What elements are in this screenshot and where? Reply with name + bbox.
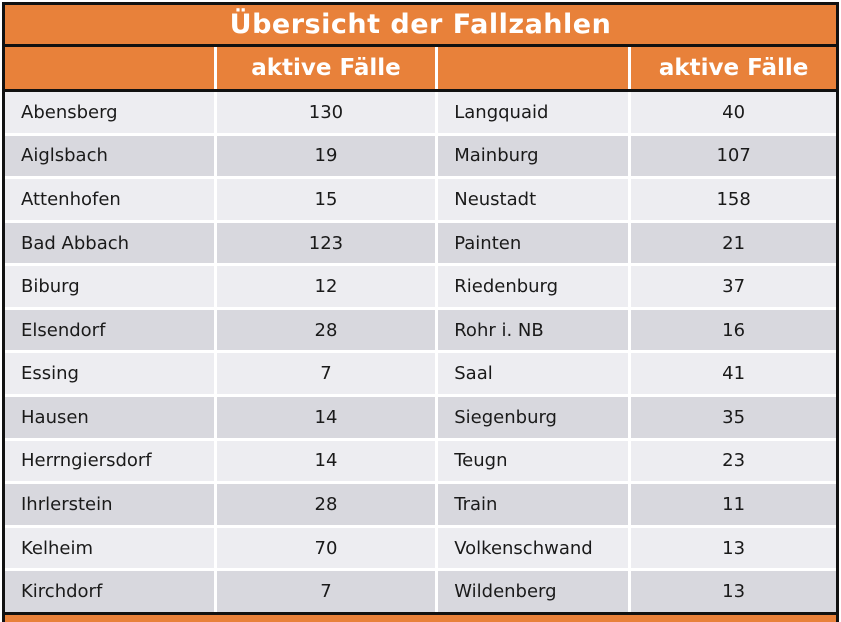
active-cases-cell: 35 xyxy=(631,397,836,438)
municipality-name-cell: Abensberg xyxy=(5,92,214,133)
active-cases-cell: 41 xyxy=(631,353,836,395)
header-municipality-right xyxy=(438,47,629,89)
active-cases-cell: 14 xyxy=(216,397,436,438)
header-active-cases-left: aktive Fälle xyxy=(216,47,436,89)
active-cases-cell: 15 xyxy=(216,179,436,220)
active-cases-cell: 28 xyxy=(216,309,436,351)
active-cases-cell: 19 xyxy=(216,135,436,177)
table-row: Bad Abbach 123 Painten 21 xyxy=(5,222,836,264)
active-cases-cell: 158 xyxy=(631,179,836,220)
header-active-cases-right: aktive Fälle xyxy=(631,47,836,89)
table-header-row: aktive Fälle aktive Fälle xyxy=(5,47,836,92)
active-cases-cell: 7 xyxy=(216,571,436,612)
municipality-name-cell: Teugn xyxy=(438,440,629,482)
active-cases-cell: 70 xyxy=(216,527,436,569)
municipality-name-cell: Volkenschwand xyxy=(438,527,629,569)
active-cases-cell: 21 xyxy=(631,222,836,264)
active-cases-cell: 28 xyxy=(216,484,436,525)
table-row: Hausen 14 Siegenburg 35 xyxy=(5,397,836,438)
municipality-name-cell: Biburg xyxy=(5,266,214,307)
active-cases-cell: 11 xyxy=(631,484,836,525)
active-cases-cell: 40 xyxy=(631,92,836,133)
municipality-name-cell: Herrngiersdorf xyxy=(5,440,214,482)
table-row: Essing 7 Saal 41 xyxy=(5,353,836,395)
active-cases-cell: 37 xyxy=(631,266,836,307)
municipality-name-cell: Riedenburg xyxy=(438,266,629,307)
bottom-orange-strip xyxy=(5,612,836,622)
header-municipality-left xyxy=(5,47,214,89)
table-row: Abensberg 130 Langquaid 40 xyxy=(5,92,836,133)
table-row: Elsendorf 28 Rohr i. NB 16 xyxy=(5,309,836,351)
active-cases-cell: 130 xyxy=(216,92,436,133)
municipality-name-cell: Painten xyxy=(438,222,629,264)
table-body: Abensberg 130 Langquaid 40 Aiglsbach 19 Mainbu… xyxy=(5,92,836,612)
municipality-name-cell: Bad Abbach xyxy=(5,222,214,264)
municipality-name-cell: Langquaid xyxy=(438,92,629,133)
municipality-name-cell: Train xyxy=(438,484,629,525)
table-row: Herrngiersdorf 14 Teugn 23 xyxy=(5,440,836,482)
table-row: Kirchdorf 7 Wildenberg 13 xyxy=(5,571,836,612)
active-cases-cell: 12 xyxy=(216,266,436,307)
municipality-name-cell: Aiglsbach xyxy=(5,135,214,177)
municipality-name-cell: Siegenburg xyxy=(438,397,629,438)
table-row: Attenhofen 15 Neustadt 158 xyxy=(5,179,836,220)
table-row: Kelheim 70 Volkenschwand 13 xyxy=(5,527,836,569)
active-cases-cell: 7 xyxy=(216,353,436,395)
municipality-name-cell: Attenhofen xyxy=(5,179,214,220)
municipality-name-cell: Hausen xyxy=(5,397,214,438)
table-row: Ihrlerstein 28 Train 11 xyxy=(5,484,836,525)
municipality-name-cell: Saal xyxy=(438,353,629,395)
municipality-name-cell: Kirchdorf xyxy=(5,571,214,612)
municipality-name-cell: Kelheim xyxy=(5,527,214,569)
active-cases-cell: 23 xyxy=(631,440,836,482)
table-row: Aiglsbach 19 Mainburg 107 xyxy=(5,135,836,177)
active-cases-cell: 107 xyxy=(631,135,836,177)
table-title: Übersicht der Fallzahlen xyxy=(5,5,836,47)
active-cases-cell: 123 xyxy=(216,222,436,264)
active-cases-cell: 13 xyxy=(631,527,836,569)
municipality-name-cell: Neustadt xyxy=(438,179,629,220)
municipality-name-cell: Wildenberg xyxy=(438,571,629,612)
table-row: Biburg 12 Riedenburg 37 xyxy=(5,266,836,307)
active-cases-cell: 16 xyxy=(631,309,836,351)
municipality-name-cell: Mainburg xyxy=(438,135,629,177)
active-cases-cell: 14 xyxy=(216,440,436,482)
municipality-name-cell: Ihrlerstein xyxy=(5,484,214,525)
municipality-name-cell: Elsendorf xyxy=(5,309,214,351)
municipality-name-cell: Essing xyxy=(5,353,214,395)
municipality-name-cell: Rohr i. NB xyxy=(438,309,629,351)
active-cases-cell: 13 xyxy=(631,571,836,612)
